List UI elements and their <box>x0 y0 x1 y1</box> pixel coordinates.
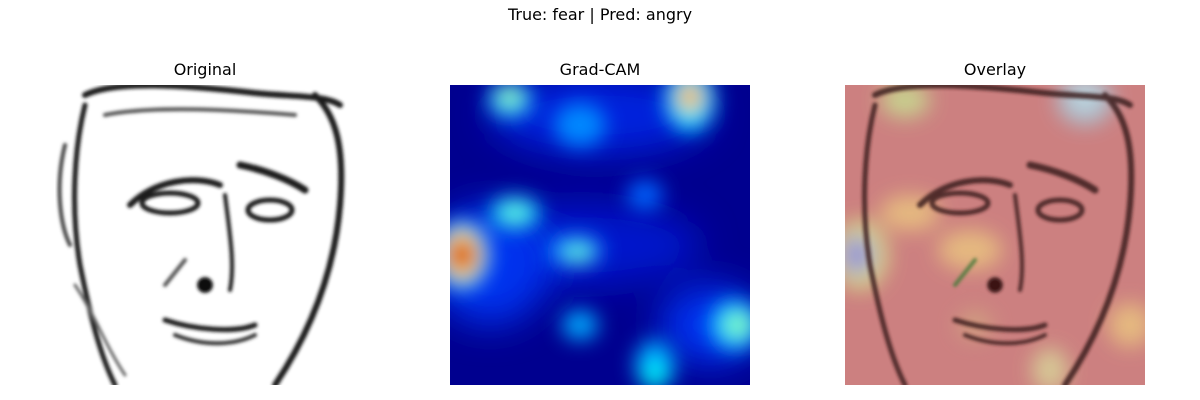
panel-original: Original <box>55 60 355 385</box>
panel-gradcam: Grad-CAM <box>450 60 750 385</box>
panel-title-overlay: Overlay <box>963 60 1027 79</box>
original-image <box>55 85 355 385</box>
gradcam-heatmap <box>450 85 750 385</box>
overlay-image <box>845 85 1145 385</box>
figure-title: True: fear | Pred: angry <box>507 5 693 24</box>
panel-overlay: Overlay <box>845 60 1145 385</box>
panel-title-gradcam: Grad-CAM <box>559 60 641 79</box>
panel-title-original: Original <box>173 60 237 79</box>
